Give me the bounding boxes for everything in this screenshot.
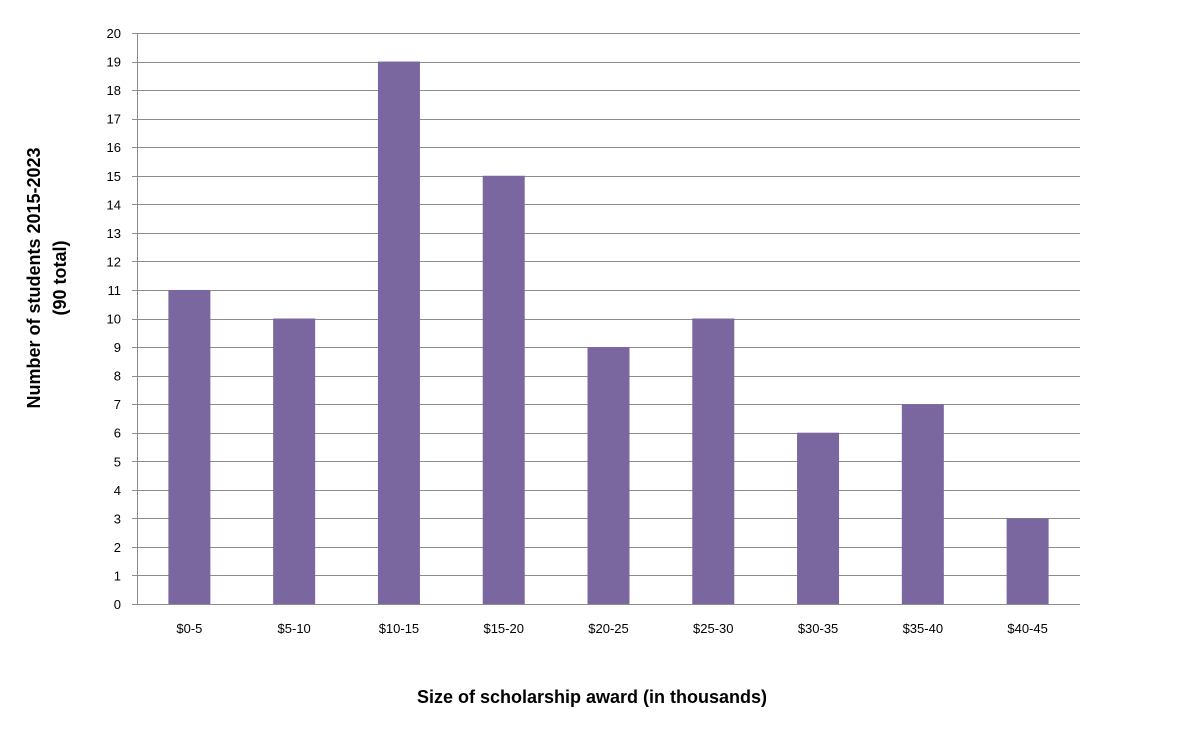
y-tick-label: 15	[107, 169, 121, 184]
x-tick-label: $10-15	[379, 621, 419, 636]
x-tick-label: $0-5	[176, 621, 202, 636]
y-tick-label: 19	[107, 55, 121, 70]
x-tick-label: $20-25	[588, 621, 628, 636]
x-tick-label: $35-40	[903, 621, 943, 636]
y-tick-label: 12	[107, 254, 121, 269]
y-axis-title-line-1: Number of students 2015-2023	[24, 147, 44, 408]
y-tick-label: 6	[114, 426, 121, 441]
y-axis-title: Number of students 2015-2023 (90 total)	[24, 147, 70, 408]
y-tick-label: 3	[114, 511, 121, 526]
bar-$5-10	[273, 318, 316, 604]
bars	[168, 61, 1049, 605]
y-tick-label: 8	[114, 369, 121, 384]
y-tick-label: 18	[107, 83, 121, 98]
x-tick-label: $25-30	[693, 621, 733, 636]
y-tick-label: 11	[108, 283, 122, 298]
bar-$25-30	[692, 318, 735, 604]
y-tick-label: 13	[107, 226, 121, 241]
y-tick-label: 10	[107, 312, 121, 327]
axes	[132, 33, 1080, 605]
bar-$40-45	[1006, 518, 1049, 604]
bar-$15-20	[482, 175, 525, 604]
x-tick-label: $15-20	[483, 621, 523, 636]
y-tick-label: 7	[114, 397, 121, 412]
y-tick-label: 1	[114, 568, 121, 583]
bar-$35-40	[901, 404, 944, 604]
y-tick-label: 20	[107, 26, 121, 41]
y-tick-label: 2	[114, 540, 121, 555]
y-tick-label: 14	[107, 197, 121, 212]
y-tick-label: 5	[114, 454, 121, 469]
bar-$20-25	[587, 347, 630, 604]
bar-$30-35	[797, 432, 840, 604]
y-axis-title-line-2: (90 total)	[50, 240, 70, 315]
y-tick-label: 9	[114, 340, 121, 355]
y-tick-label: 16	[107, 140, 121, 155]
x-axis-title: Size of scholarship award (in thousands)	[417, 687, 767, 707]
x-tick-label: $5-10	[278, 621, 311, 636]
y-tick-label: 4	[114, 483, 121, 498]
x-tick-label: $30-35	[798, 621, 838, 636]
y-tick-label: 0	[114, 597, 121, 612]
bar-$10-15	[377, 61, 420, 605]
x-tick-labels: $0-5 $5-10 $10-15 $15-20 $20-25 $25-30 $30-35 $…	[176, 621, 1047, 636]
bar-$0-5	[168, 289, 211, 604]
x-tick-label: $40-45	[1007, 621, 1047, 636]
y-tick-label: 17	[107, 112, 121, 127]
